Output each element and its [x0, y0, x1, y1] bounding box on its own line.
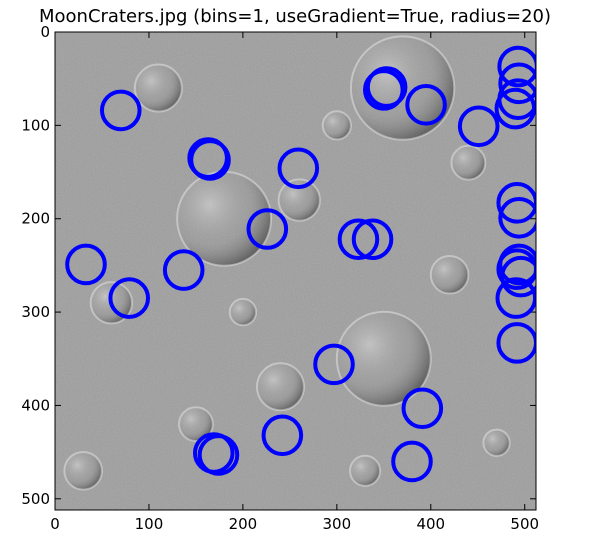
y-tick-label: 400 [21, 396, 50, 414]
y-tick-label: 200 [21, 210, 50, 228]
x-tick-label: 0 [50, 515, 60, 533]
y-tick-label: 300 [21, 303, 50, 321]
x-tick-label: 500 [510, 515, 539, 533]
x-tick-label: 400 [416, 515, 445, 533]
chart-title: MoonCraters.jpg (bins=1, useGradient=Tru… [39, 6, 551, 27]
y-tick-label: 100 [21, 116, 50, 134]
x-tick-label: 100 [135, 515, 164, 533]
y-tick-label: 0 [40, 23, 50, 41]
x-tick-label: 300 [323, 515, 352, 533]
x-tick-label: 200 [229, 515, 258, 533]
y-tick-label: 500 [21, 490, 50, 508]
moon-surface-image [55, 32, 536, 510]
